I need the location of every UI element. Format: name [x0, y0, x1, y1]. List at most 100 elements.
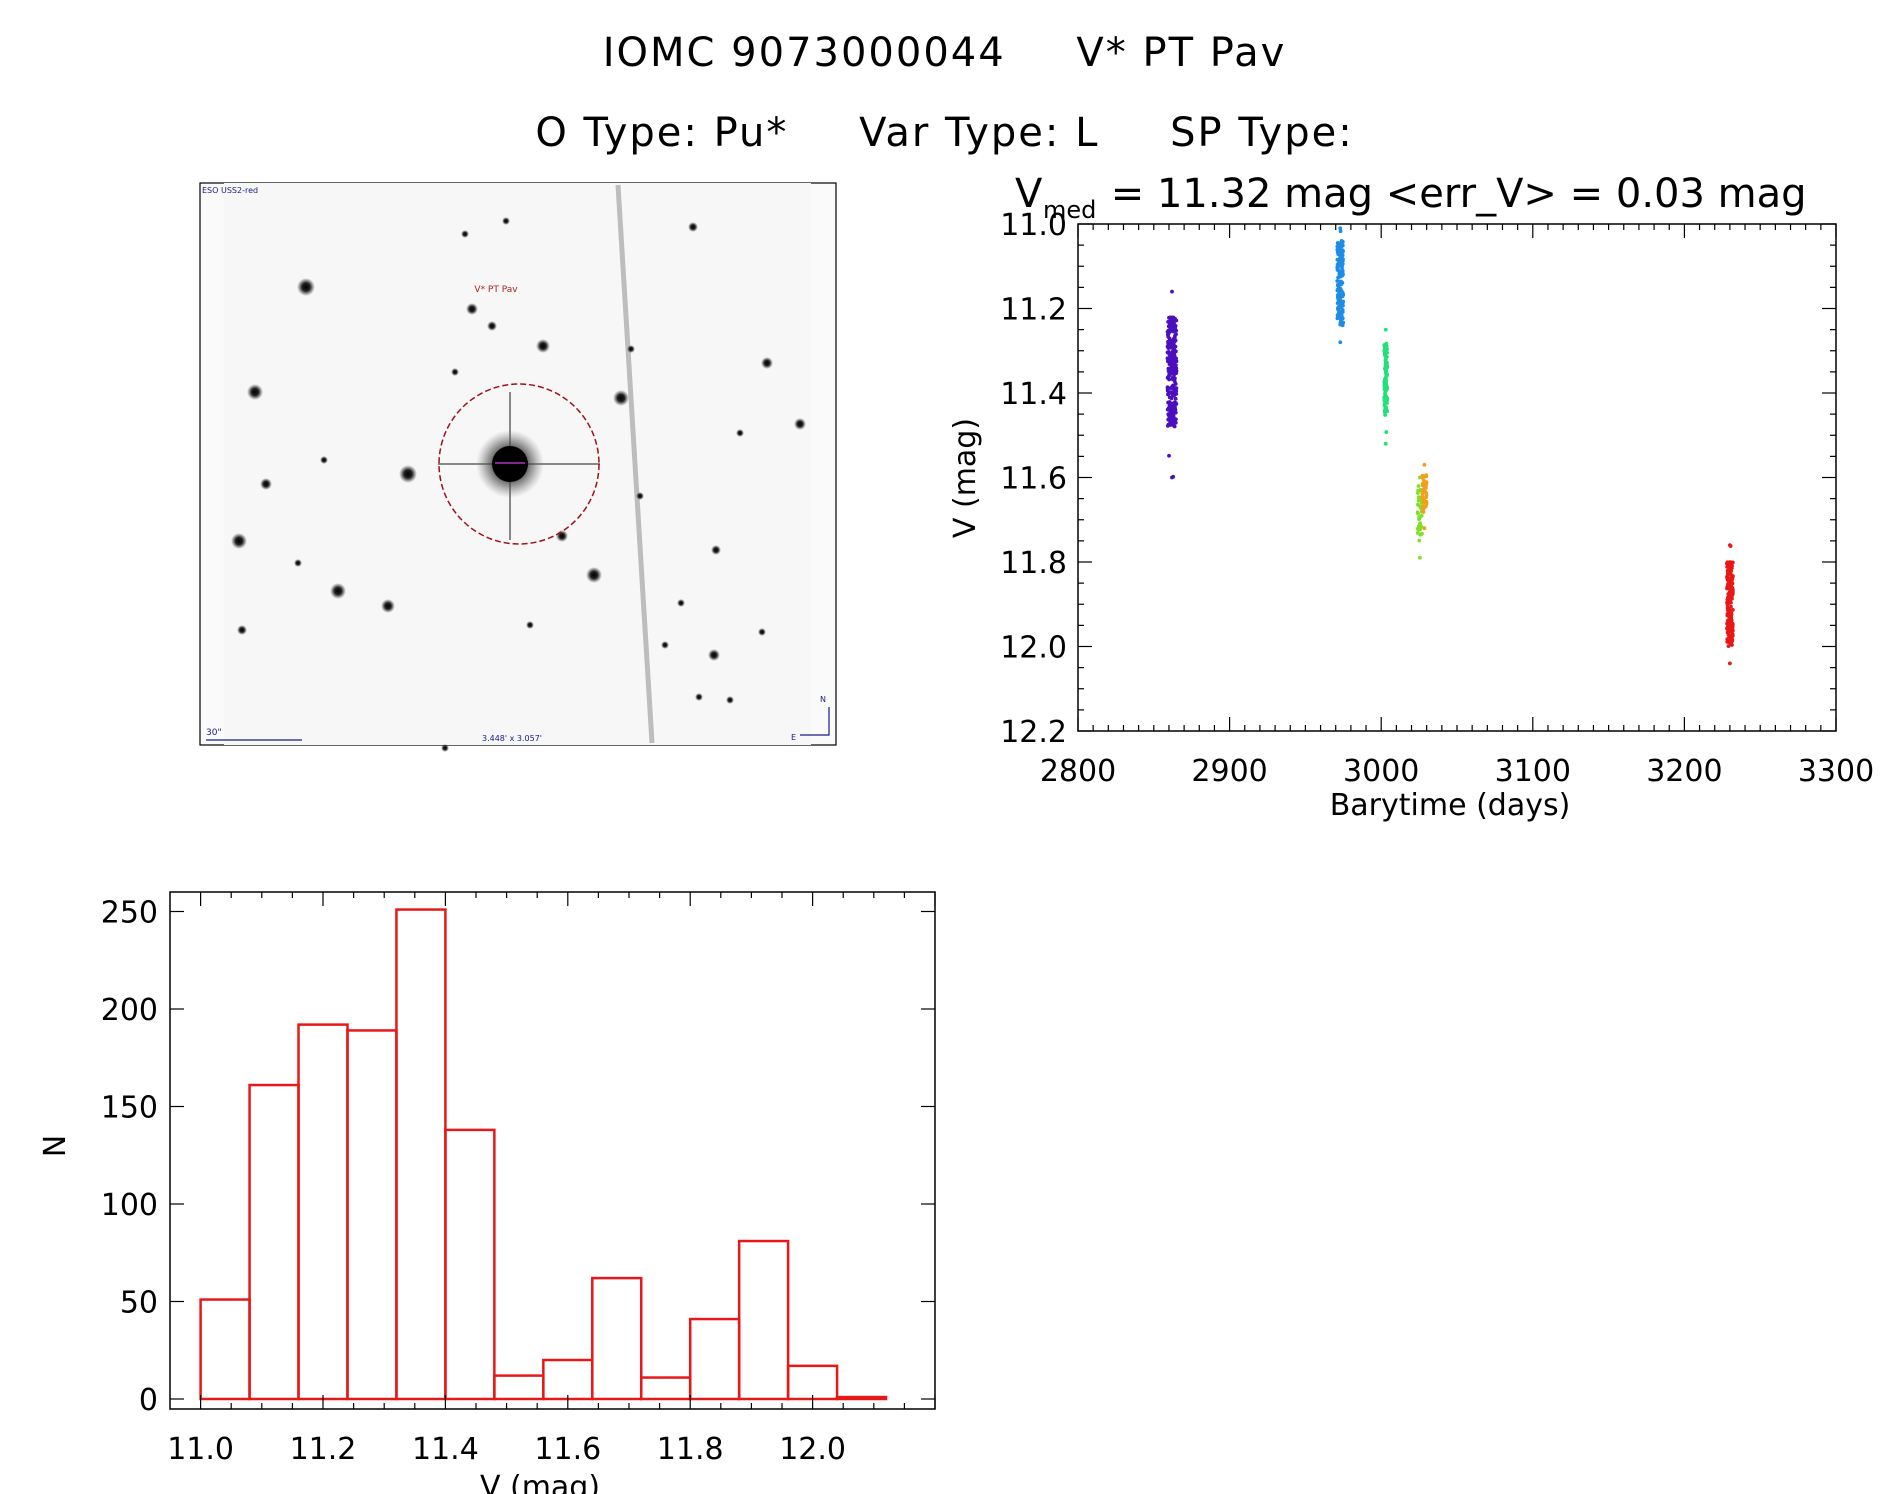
lc-x-tick-label: 3200 — [1646, 754, 1722, 789]
lc-point — [1384, 354, 1388, 359]
lc-point — [1338, 229, 1343, 234]
lc-point — [1339, 239, 1344, 243]
lc-point — [1167, 453, 1171, 458]
lc-point — [1168, 366, 1173, 371]
lc-point — [1727, 637, 1732, 642]
lc-point — [1382, 386, 1387, 391]
satellite-trail — [615, 184, 655, 744]
lc-point — [1337, 314, 1341, 319]
lc-point — [1383, 401, 1388, 406]
lc-point — [1725, 560, 1730, 565]
field-star — [636, 492, 644, 500]
lc-point — [1422, 526, 1427, 531]
lc-point — [1726, 628, 1731, 632]
lc-point — [1726, 584, 1730, 588]
lc-point — [1173, 376, 1177, 381]
hist-bar — [248, 1083, 300, 1401]
lc-point — [1174, 332, 1178, 337]
survey-label: ESO USS2-red — [202, 186, 258, 195]
lc-point — [1166, 334, 1171, 339]
lc-point — [1725, 568, 1730, 573]
lc-point — [1416, 502, 1420, 507]
hist-y-tick-label: 250 — [101, 896, 158, 931]
size-label: 3.448' x 3.057' — [482, 734, 542, 743]
lc-point — [1384, 430, 1389, 434]
lc-axes: 2800 2900 3000 3100 3200 3300 11.0 11.2 11.4 11.6… — [1000, 208, 1874, 789]
lc-point — [1420, 491, 1425, 496]
lc-y-tick-label: 12.0 — [1000, 631, 1067, 666]
hist-bar — [199, 1298, 251, 1401]
lc-point — [1335, 287, 1340, 292]
lc-point — [1421, 488, 1425, 493]
hist-bar — [688, 1317, 741, 1401]
variable-type: Var Type: L — [859, 110, 1100, 156]
lc-point — [1336, 275, 1341, 280]
lc-point — [1416, 524, 1421, 528]
lc-point — [1726, 597, 1731, 602]
lc-x-tick-label: 2900 — [1191, 754, 1267, 789]
lc-point — [1338, 262, 1343, 267]
lc-point — [1423, 484, 1428, 489]
lc-points — [1165, 226, 1735, 666]
lc-point — [1168, 422, 1173, 427]
hist-bar — [542, 1358, 594, 1401]
lc-point — [1418, 527, 1422, 532]
lc-point — [1168, 402, 1173, 407]
lc-point — [1335, 268, 1340, 272]
lc-point — [1730, 560, 1735, 565]
lc-y-tick-label: 11.6 — [1000, 462, 1067, 497]
lc-point — [1170, 475, 1174, 480]
lc-point — [1727, 616, 1732, 621]
hist-bar — [591, 1276, 643, 1401]
hist-bar — [297, 1023, 349, 1401]
hist-axes: 11.0 11.2 11.4 11.6 11.8 12.0 0 50 100 150 200 250 — [101, 891, 936, 1467]
lc-point — [1338, 249, 1343, 254]
lc-point — [1338, 318, 1343, 322]
lc-point — [1173, 420, 1178, 425]
lc-point — [1173, 401, 1178, 405]
lc-point — [1169, 363, 1174, 368]
lc-point — [1171, 416, 1176, 421]
field-star — [736, 429, 744, 437]
hist-y-tick-label: 0 — [139, 1383, 158, 1418]
lc-point — [1726, 565, 1731, 569]
lc-point — [1726, 644, 1731, 649]
lc-point — [1336, 306, 1340, 311]
field-star — [247, 384, 263, 400]
lc-point — [1730, 586, 1735, 590]
lc-y-tick-label: 11.0 — [1000, 208, 1067, 243]
lc-point — [1382, 383, 1387, 388]
hist-y-tick-label: 50 — [120, 1286, 158, 1321]
hist-bar — [493, 1374, 545, 1401]
lc-x-tick-label: 2800 — [1040, 754, 1116, 789]
lc-point — [1338, 310, 1343, 314]
field-star — [613, 390, 629, 406]
field-star — [726, 696, 734, 704]
lc-point — [1727, 633, 1732, 638]
lc-point — [1383, 441, 1388, 446]
lc-point — [1415, 510, 1420, 515]
north-label: N — [820, 695, 826, 704]
lc-point — [1385, 350, 1389, 355]
scale-label: 30" — [206, 728, 222, 738]
hist-x-tick-label: 11.2 — [290, 1432, 357, 1467]
lc-title-rest: = 11.32 mag <err_V> = 0.03 mag — [1098, 171, 1807, 217]
field-star — [399, 465, 417, 483]
hist-y-tick-label: 150 — [101, 1091, 158, 1126]
lc-point — [1170, 343, 1175, 348]
compass — [800, 707, 830, 736]
field-star — [627, 345, 635, 353]
field-star — [461, 230, 469, 238]
lc-x-tick-label: 3000 — [1343, 754, 1419, 789]
lc-point — [1417, 555, 1422, 560]
lc-point — [1730, 608, 1735, 612]
lc-point — [1166, 374, 1171, 379]
object-name: V* PT Pav — [1076, 30, 1287, 76]
field-star — [237, 625, 247, 635]
field-star — [695, 693, 703, 701]
lc-point — [1335, 301, 1340, 305]
lc-point — [1174, 371, 1179, 376]
lc-point — [1170, 289, 1174, 294]
